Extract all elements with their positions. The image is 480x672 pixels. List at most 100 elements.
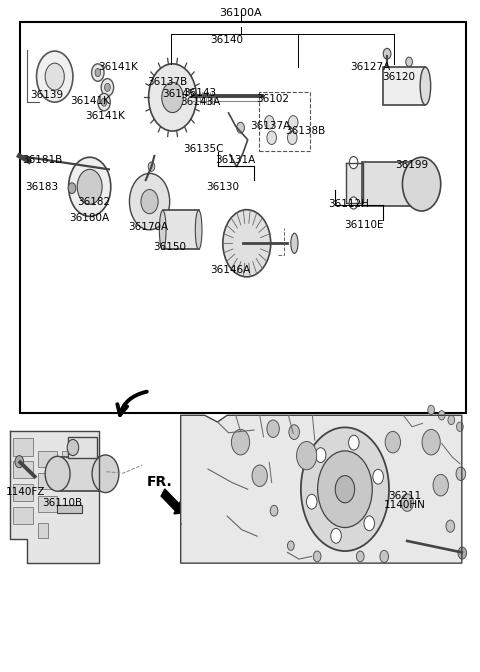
Circle shape (130, 173, 169, 230)
Circle shape (307, 495, 317, 509)
Circle shape (98, 93, 110, 111)
Text: 36102: 36102 (257, 95, 289, 104)
Text: 36135C: 36135C (183, 144, 223, 154)
Circle shape (448, 415, 455, 425)
Circle shape (95, 69, 101, 77)
Circle shape (335, 476, 355, 503)
Bar (362, 162, 412, 206)
Text: 36120: 36120 (382, 73, 415, 82)
Text: 36141K: 36141K (98, 62, 138, 72)
Ellipse shape (420, 67, 431, 105)
Circle shape (402, 157, 441, 211)
Circle shape (267, 131, 276, 144)
Bar (20, 22, 466, 413)
Text: 36131A: 36131A (215, 155, 255, 165)
Circle shape (288, 131, 297, 144)
Bar (58, 457, 105, 491)
Circle shape (318, 451, 372, 528)
Text: 36150: 36150 (153, 243, 186, 252)
Circle shape (105, 83, 110, 91)
Ellipse shape (159, 210, 166, 249)
Circle shape (223, 210, 271, 277)
Text: 36130: 36130 (206, 182, 239, 192)
Circle shape (162, 83, 183, 113)
Bar (62, 474, 79, 489)
Text: 36141K: 36141K (85, 111, 125, 120)
Polygon shape (57, 505, 82, 513)
FancyArrow shape (161, 489, 183, 514)
Text: 1140HN: 1140HN (384, 501, 426, 510)
Polygon shape (346, 163, 363, 203)
Circle shape (406, 57, 412, 67)
Bar (38, 496, 57, 512)
Circle shape (331, 528, 341, 543)
Polygon shape (180, 415, 462, 563)
Ellipse shape (406, 163, 420, 206)
Text: 36138B: 36138B (285, 126, 325, 136)
Circle shape (428, 405, 434, 415)
Text: 36143: 36143 (183, 88, 216, 97)
Circle shape (315, 448, 326, 462)
Circle shape (267, 420, 279, 437)
Circle shape (297, 442, 317, 470)
Bar (38, 473, 57, 489)
Circle shape (92, 455, 119, 493)
Circle shape (349, 157, 358, 169)
Text: 36211: 36211 (388, 491, 421, 501)
Ellipse shape (291, 233, 298, 253)
Bar (13, 484, 33, 501)
Circle shape (141, 190, 158, 214)
Text: 36146A: 36146A (210, 265, 250, 275)
Text: 36181B: 36181B (22, 155, 62, 165)
Text: 36183: 36183 (25, 182, 59, 192)
Circle shape (252, 465, 267, 487)
Text: 36140: 36140 (210, 36, 243, 45)
Text: 36182: 36182 (77, 197, 110, 206)
Text: 36199: 36199 (396, 160, 429, 169)
Text: 36143A: 36143A (180, 97, 220, 107)
Text: 36112H: 36112H (328, 200, 369, 209)
Text: 36110E: 36110E (344, 220, 384, 230)
Bar (13, 507, 33, 524)
Circle shape (456, 422, 463, 431)
Circle shape (348, 435, 359, 450)
Bar (68, 437, 97, 458)
Text: 36100A: 36100A (219, 8, 262, 18)
Circle shape (288, 541, 294, 550)
Circle shape (301, 427, 389, 551)
Bar (259, 92, 311, 151)
Text: 36137B: 36137B (148, 77, 188, 87)
Circle shape (45, 456, 70, 491)
Circle shape (349, 197, 358, 209)
Text: 36170A: 36170A (129, 222, 168, 232)
Text: 36141K: 36141K (70, 96, 109, 106)
Circle shape (438, 411, 445, 420)
Circle shape (148, 162, 155, 171)
Circle shape (77, 169, 102, 204)
Circle shape (36, 51, 73, 102)
Circle shape (433, 474, 448, 496)
Circle shape (401, 494, 413, 511)
Circle shape (149, 64, 196, 131)
Bar (38, 523, 48, 538)
Circle shape (231, 429, 250, 455)
Bar (13, 438, 33, 456)
Bar (38, 451, 57, 467)
Circle shape (446, 520, 455, 532)
Circle shape (289, 425, 300, 439)
Circle shape (380, 550, 388, 562)
Circle shape (45, 63, 64, 90)
Circle shape (237, 122, 244, 133)
Text: 36110B: 36110B (42, 498, 83, 507)
Circle shape (67, 439, 79, 456)
Text: 1140FZ: 1140FZ (5, 487, 45, 497)
Circle shape (313, 551, 321, 562)
Polygon shape (10, 431, 99, 563)
Circle shape (373, 469, 384, 484)
Circle shape (92, 64, 104, 81)
Circle shape (264, 116, 274, 129)
Bar (13, 461, 33, 478)
Circle shape (288, 116, 298, 129)
Circle shape (357, 551, 364, 562)
Ellipse shape (195, 210, 202, 249)
